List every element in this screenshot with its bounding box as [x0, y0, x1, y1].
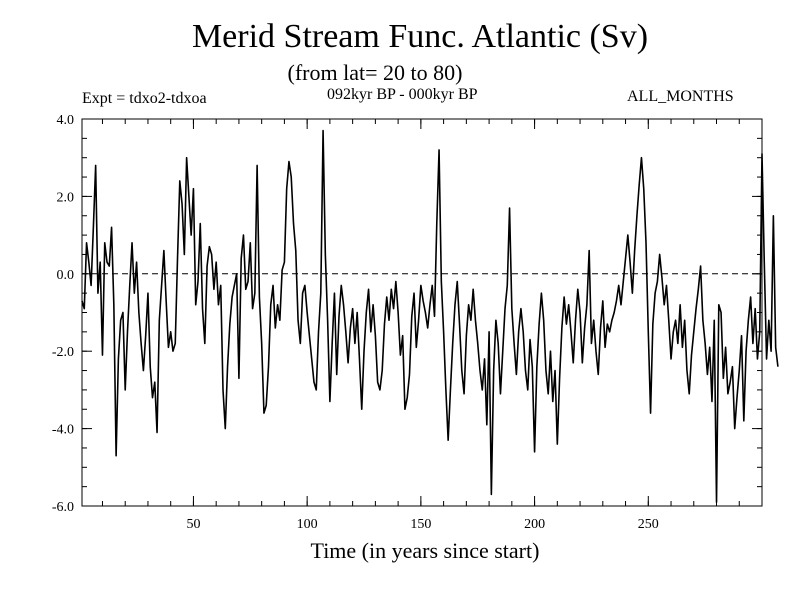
x-tick-label: 200 — [524, 517, 545, 532]
axis-tick-labels: -6.0 -4.0 -2.0 0.0 2.0 4.0 50 100 150 200 250 — [52, 113, 659, 532]
months-label: ALL_MONTHS — [627, 88, 734, 105]
x-tick-label: 100 — [297, 517, 318, 532]
y-tick-label: 0.0 — [57, 268, 75, 283]
y-tick-label: 2.0 — [57, 190, 75, 205]
y-tick-label: 4.0 — [57, 113, 75, 128]
y-tick-label: -6.0 — [52, 500, 74, 515]
x-tick-label: 50 — [186, 517, 200, 532]
y-tick-label: -2.0 — [52, 345, 74, 360]
y-tick-label: -4.0 — [52, 423, 74, 438]
series-line — [81, 129, 779, 503]
chart-subtitle: (from lat= 20 to 80) — [287, 60, 463, 85]
x-tick-label: 250 — [638, 517, 659, 532]
period-label: 092kyr BP - 000kyr BP — [327, 86, 478, 103]
x-axis-label: Time (in years since start) — [310, 538, 540, 563]
axis-ticks — [82, 118, 762, 507]
x-tick-label: 150 — [410, 517, 431, 532]
chart-title: Merid Stream Func. Atlantic (Sv) — [191, 18, 649, 55]
experiment-label: Expt = tdxo2-tdxoa — [82, 90, 207, 107]
plot-frame — [81, 118, 763, 507]
